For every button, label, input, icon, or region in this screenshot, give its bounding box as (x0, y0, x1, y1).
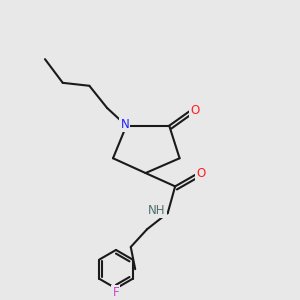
Text: F: F (113, 286, 119, 299)
Text: O: O (196, 167, 206, 179)
Text: N: N (121, 118, 129, 131)
Text: NH: NH (148, 204, 165, 217)
Text: O: O (190, 104, 200, 117)
